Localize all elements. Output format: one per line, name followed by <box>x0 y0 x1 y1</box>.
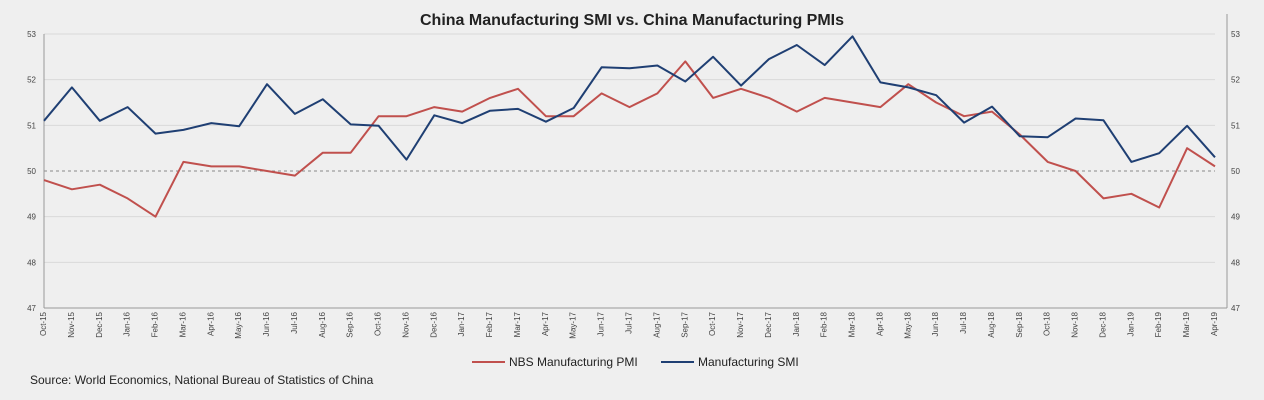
x-tick-label: May-18 <box>903 311 912 338</box>
y-tick-left-51: 51 <box>27 121 36 130</box>
x-tick-label: Sep-16 <box>346 311 355 337</box>
x-tick-label: Nov-17 <box>736 311 745 337</box>
x-tick-label: Jan-19 <box>1126 311 1135 336</box>
x-tick-label: Feb-19 <box>1154 311 1163 337</box>
x-tick-label: Nov-16 <box>401 311 410 337</box>
x-tick-label: Jun-17 <box>597 311 606 336</box>
x-tick-label: May-17 <box>569 311 578 338</box>
legend-label-nbs-pmi: NBS Manufacturing PMI <box>509 355 638 369</box>
x-tick-label: Nov-18 <box>1071 311 1080 337</box>
y-tick-right-48: 48 <box>1231 258 1240 267</box>
y-tick-left-48: 48 <box>27 258 36 267</box>
x-tick-label: Dec-16 <box>429 311 438 337</box>
y-tick-left-47: 47 <box>27 304 36 313</box>
y-tick-left-52: 52 <box>27 76 36 85</box>
x-tick-label: Oct-17 <box>708 311 717 336</box>
source-note: Source: World Economics, National Bureau… <box>30 373 374 387</box>
x-tick-label: Apr-18 <box>875 311 884 336</box>
x-tick-label: Jul-16 <box>290 311 299 333</box>
x-tick-label: Nov-15 <box>67 311 76 337</box>
x-tick-label: Jun-18 <box>931 311 940 336</box>
x-tick-label: Aug-17 <box>652 311 661 337</box>
x-tick-label: Mar-16 <box>178 311 187 337</box>
chart-title: China Manufacturing SMI vs. China Manufa… <box>420 12 844 29</box>
series-line-nbs-pmi <box>43 60 1216 218</box>
x-tick-label: Jul-17 <box>625 311 634 333</box>
x-tick-label: Mar-19 <box>1182 311 1191 337</box>
y-tick-right-53: 53 <box>1231 30 1240 39</box>
x-tick-label: Dec-18 <box>1098 311 1107 337</box>
x-tick-label: Jan-17 <box>457 311 466 336</box>
y-tick-right-52: 52 <box>1231 76 1240 85</box>
x-tick-label: Oct-16 <box>374 311 383 336</box>
x-tick-label: Jun-16 <box>262 311 271 336</box>
series-line-smi <box>43 35 1216 163</box>
x-tick-label: Feb-18 <box>820 311 829 337</box>
x-tick-label: Sep-17 <box>680 311 689 337</box>
axes: 47 47 48 48 49 49 50 50 51 51 52 52 53 53 Oct-15 Nov-15… <box>27 14 1240 339</box>
x-tick-label: Dec-17 <box>764 311 773 337</box>
x-tick-label: Dec-15 <box>95 311 104 337</box>
y-tick-left-49: 49 <box>27 213 36 222</box>
x-tick-label: Aug-18 <box>987 311 996 337</box>
legend-label-smi: Manufacturing SMI <box>698 355 799 369</box>
y-tick-left-53: 53 <box>27 30 36 39</box>
x-tick-label: Aug-16 <box>318 311 327 337</box>
y-tick-left-50: 50 <box>27 167 36 176</box>
y-tick-right-50: 50 <box>1231 167 1240 176</box>
x-tick-label: Mar-17 <box>513 311 522 337</box>
series-lines <box>43 35 1216 218</box>
x-tick-label: Apr-16 <box>206 311 215 336</box>
x-tick-label: Oct-18 <box>1043 311 1052 336</box>
x-tick-label: Sep-18 <box>1015 311 1024 337</box>
x-tick-label: Jul-18 <box>959 311 968 333</box>
x-tick-label: Feb-17 <box>485 311 494 337</box>
x-tick-label: Oct-15 <box>39 311 48 336</box>
x-tick-label: Jan-16 <box>123 311 132 336</box>
legend: NBS Manufacturing PMI Manufacturing SMI <box>472 355 799 369</box>
x-tick-label: Jan-18 <box>792 311 801 336</box>
x-tick-label: Apr-19 <box>1210 311 1219 336</box>
y-tick-right-49: 49 <box>1231 213 1240 222</box>
x-tick-label: Mar-18 <box>848 311 857 337</box>
y-tick-right-47: 47 <box>1231 304 1240 313</box>
x-tick-label: Apr-17 <box>541 311 550 336</box>
x-tick-label: May-16 <box>234 311 243 338</box>
y-tick-right-51: 51 <box>1231 121 1240 130</box>
x-tick-label: Feb-16 <box>151 311 160 337</box>
